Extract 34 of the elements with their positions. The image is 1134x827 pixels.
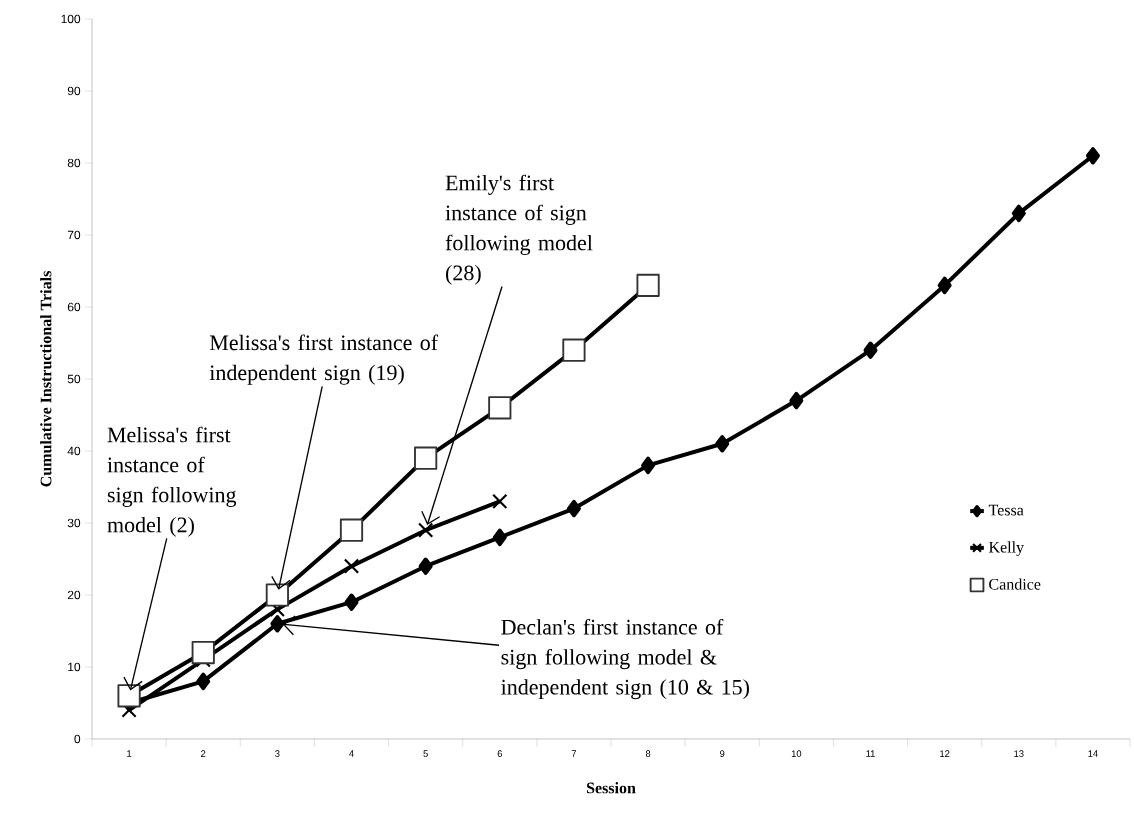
legend-label: Candice <box>989 578 1041 590</box>
x-tick-label: 14 <box>1088 750 1098 757</box>
x-tick-label: 7 <box>571 750 577 757</box>
y-tick-label: 100 <box>61 14 81 24</box>
y-tick-label: 0 <box>74 734 81 744</box>
x-tick-label: 11 <box>866 750 875 757</box>
x-tick-label: 13 <box>1014 750 1024 757</box>
x-tick-label: 1 <box>127 750 132 757</box>
x-tick-label: 8 <box>645 750 651 757</box>
x-tick-label: 10 <box>791 750 802 757</box>
legend-label: Tessa <box>988 504 1024 516</box>
y-tick-label: 40 <box>67 446 81 456</box>
annotation: Melissa's first instance of sign following model (2) <box>107 426 237 537</box>
y-tick-label: 10 <box>68 662 81 672</box>
x-tick-label: 9 <box>720 750 725 757</box>
legend-label: Kelly <box>988 541 1025 556</box>
y-tick-label: 60 <box>67 302 81 312</box>
annotation: Melissa's first instance of independent sign (19) <box>209 334 439 385</box>
y-tick-label: 70 <box>67 230 81 240</box>
x-tick-label: 12 <box>940 750 950 757</box>
y-axis-title: Cumulative Instructional Trials <box>40 271 52 487</box>
x-tick-label: 3 <box>275 750 280 757</box>
y-tick-label: 50 <box>67 374 81 384</box>
x-tick-label: 6 <box>497 750 502 757</box>
annotation: Declan's first instance of sign following model & independent sign (10 & 15) <box>501 618 749 700</box>
x-tick-label: 2 <box>201 750 206 757</box>
y-tick-label: 20 <box>67 590 81 600</box>
y-tick-label: 30 <box>67 518 81 528</box>
x-tick-label: 4 <box>349 750 354 757</box>
x-tick-label: 5 <box>423 750 428 757</box>
annotation: Emily's first instance of sign following model (28) <box>445 174 593 285</box>
y-tick-label: 90 <box>67 86 81 96</box>
x-axis-title: Session <box>586 782 636 794</box>
y-tick-label: 80 <box>67 158 81 168</box>
